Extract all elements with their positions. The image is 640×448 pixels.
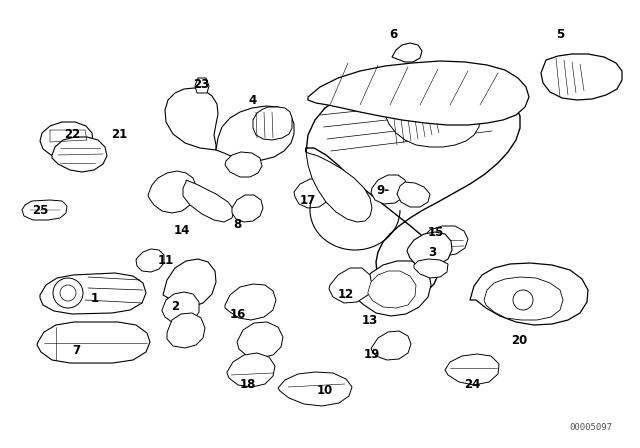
Polygon shape <box>407 232 452 267</box>
Polygon shape <box>470 263 588 325</box>
Polygon shape <box>216 106 294 161</box>
Polygon shape <box>37 322 150 363</box>
Text: 6: 6 <box>389 29 397 42</box>
Polygon shape <box>52 137 107 172</box>
Text: 9-: 9- <box>376 184 390 197</box>
Polygon shape <box>385 96 480 147</box>
Polygon shape <box>183 180 234 222</box>
Polygon shape <box>162 292 199 324</box>
Text: 10: 10 <box>317 383 333 396</box>
Polygon shape <box>541 54 622 100</box>
Text: 15: 15 <box>428 225 444 238</box>
Text: 16: 16 <box>230 309 246 322</box>
Text: 11: 11 <box>158 254 174 267</box>
Polygon shape <box>484 277 563 320</box>
Text: 23: 23 <box>193 78 209 91</box>
Text: 5: 5 <box>556 29 564 42</box>
Polygon shape <box>308 61 529 125</box>
Polygon shape <box>227 353 275 387</box>
Text: 21: 21 <box>111 128 127 141</box>
Polygon shape <box>232 195 263 222</box>
Text: 24: 24 <box>464 379 480 392</box>
Text: 14: 14 <box>174 224 190 237</box>
Polygon shape <box>368 271 416 308</box>
Polygon shape <box>358 261 431 316</box>
Text: 4: 4 <box>249 94 257 107</box>
Text: 7: 7 <box>72 344 80 357</box>
Text: 3: 3 <box>428 246 436 258</box>
Polygon shape <box>148 171 196 213</box>
Polygon shape <box>195 78 209 93</box>
Polygon shape <box>306 152 372 222</box>
Polygon shape <box>445 354 499 385</box>
Polygon shape <box>225 152 262 177</box>
Polygon shape <box>165 88 218 150</box>
Polygon shape <box>414 259 448 278</box>
Text: 00005097: 00005097 <box>569 423 612 432</box>
Polygon shape <box>306 78 520 296</box>
Polygon shape <box>22 200 67 220</box>
Polygon shape <box>329 268 372 303</box>
Text: 25: 25 <box>32 203 48 216</box>
Polygon shape <box>392 43 422 62</box>
Polygon shape <box>278 372 352 406</box>
Polygon shape <box>294 179 331 208</box>
Polygon shape <box>167 313 205 348</box>
Polygon shape <box>237 322 283 358</box>
Polygon shape <box>397 182 430 207</box>
Polygon shape <box>253 107 292 140</box>
Text: 22: 22 <box>64 128 80 141</box>
Text: 1: 1 <box>91 292 99 305</box>
Text: 13: 13 <box>362 314 378 327</box>
Polygon shape <box>371 175 407 204</box>
Text: 8: 8 <box>233 219 241 232</box>
Polygon shape <box>136 249 164 272</box>
Polygon shape <box>225 284 276 320</box>
Polygon shape <box>40 122 93 157</box>
Polygon shape <box>163 259 216 307</box>
Text: 12: 12 <box>338 289 354 302</box>
Text: 2: 2 <box>171 301 179 314</box>
Text: 17: 17 <box>300 194 316 207</box>
Text: 20: 20 <box>511 333 527 346</box>
Polygon shape <box>422 226 468 256</box>
Polygon shape <box>371 331 411 360</box>
Text: 18: 18 <box>240 379 256 392</box>
Text: 19: 19 <box>364 349 380 362</box>
Polygon shape <box>40 273 146 314</box>
